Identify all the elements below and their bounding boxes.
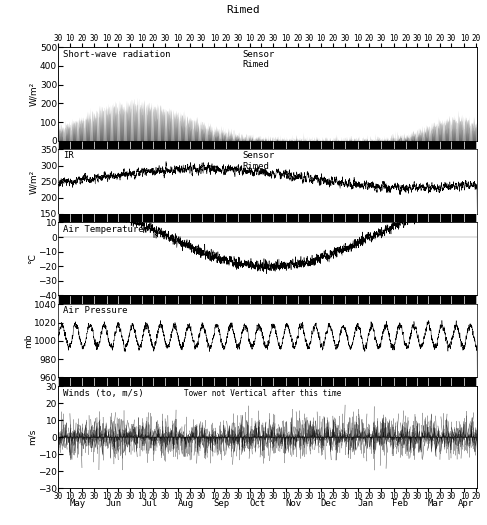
- Y-axis label: W/m²: W/m²: [29, 170, 38, 194]
- Y-axis label: W/m²: W/m²: [29, 82, 38, 106]
- Text: Air Temperature: Air Temperature: [63, 225, 143, 234]
- Text: Rimed: Rimed: [226, 5, 261, 15]
- Text: Sensor
Rimed: Sensor Rimed: [243, 50, 275, 69]
- Y-axis label: °C: °C: [28, 254, 37, 265]
- Text: Winds (to, m/s): Winds (to, m/s): [63, 389, 143, 398]
- Text: Sensor
Rimed: Sensor Rimed: [243, 151, 275, 171]
- Text: Tower not Vertical after this time: Tower not Vertical after this time: [184, 389, 341, 398]
- Text: IR: IR: [63, 151, 74, 161]
- Y-axis label: mb: mb: [24, 333, 33, 348]
- Text: Air Pressure: Air Pressure: [63, 307, 127, 316]
- Text: Short-wave radiation: Short-wave radiation: [63, 50, 170, 59]
- Y-axis label: m/s: m/s: [28, 429, 37, 445]
